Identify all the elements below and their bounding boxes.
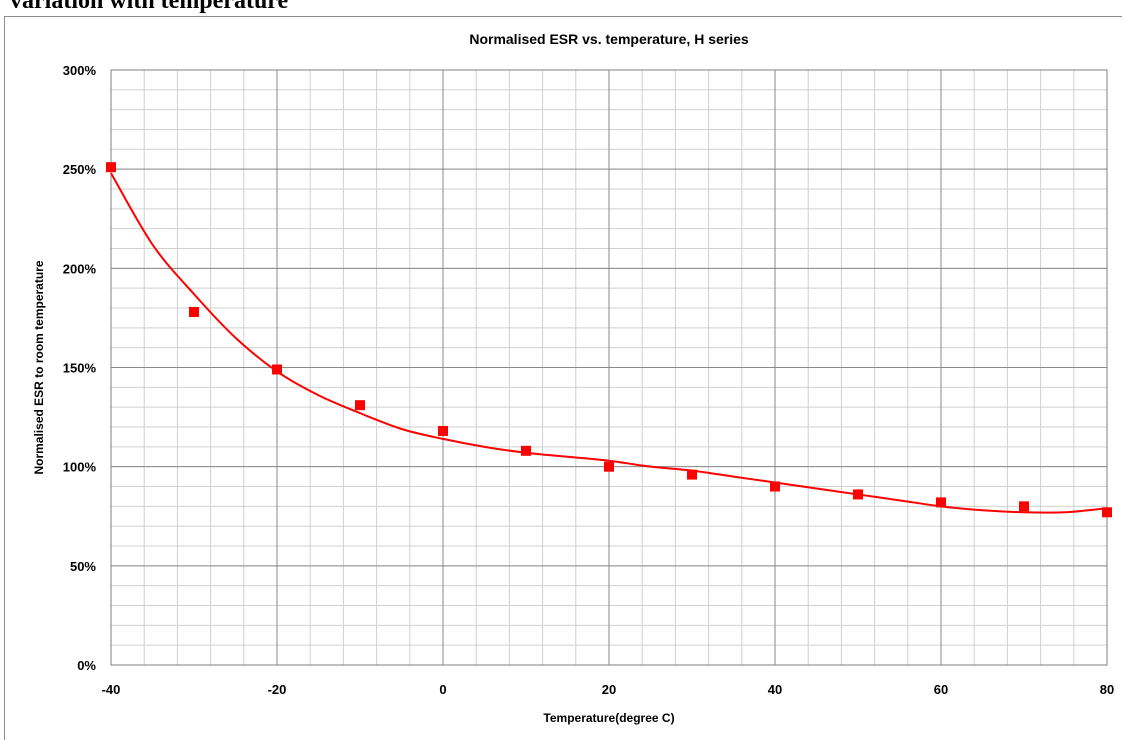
x-tick-label: -40	[102, 682, 121, 697]
y-tick-label: 150%	[63, 361, 97, 376]
data-point	[936, 497, 946, 508]
data-point	[604, 461, 614, 472]
plot-area-border	[110, 69, 1108, 666]
data-point	[687, 469, 697, 480]
x-tick-label: 20	[602, 682, 616, 697]
y-tick-label: 50%	[70, 559, 96, 574]
y-tick-label: 300%	[63, 63, 97, 78]
y-tick-label: 200%	[63, 261, 97, 276]
y-tick-label: 250%	[63, 162, 97, 177]
data-points	[106, 162, 1112, 518]
x-tick-label: -20	[268, 682, 287, 697]
y-tick-label: 100%	[63, 460, 97, 475]
x-axis-label: Temperature(degree C)	[543, 711, 674, 725]
chart-title: Normalised ESR vs. temperature, H series	[469, 31, 749, 47]
chart-frame	[4, 16, 1122, 740]
x-tick-label: 40	[768, 682, 782, 697]
data-point	[106, 162, 116, 173]
data-point	[355, 400, 365, 411]
data-point	[1102, 507, 1112, 518]
data-point	[521, 445, 531, 456]
x-tick-label: 0	[439, 682, 446, 697]
data-point	[770, 481, 780, 492]
data-point	[1019, 501, 1029, 512]
page-heading: variation with temperature	[10, 0, 289, 14]
data-point	[438, 425, 448, 436]
x-tick-label: 60	[934, 682, 948, 697]
major-gridlines	[110, 69, 1108, 666]
data-point	[272, 364, 282, 375]
y-tick-label: 0%	[77, 658, 96, 673]
y-axis-ticks: 0% 50% 100% 150% 200% 250% 300%	[63, 63, 97, 673]
y-axis-label: Normalised ESR to room temperature	[32, 260, 46, 474]
data-point	[853, 489, 863, 500]
x-tick-label: 80	[1100, 682, 1114, 697]
data-point	[189, 306, 199, 317]
x-axis-ticks: -40 -20 0 20 40 60 80	[102, 682, 1115, 697]
